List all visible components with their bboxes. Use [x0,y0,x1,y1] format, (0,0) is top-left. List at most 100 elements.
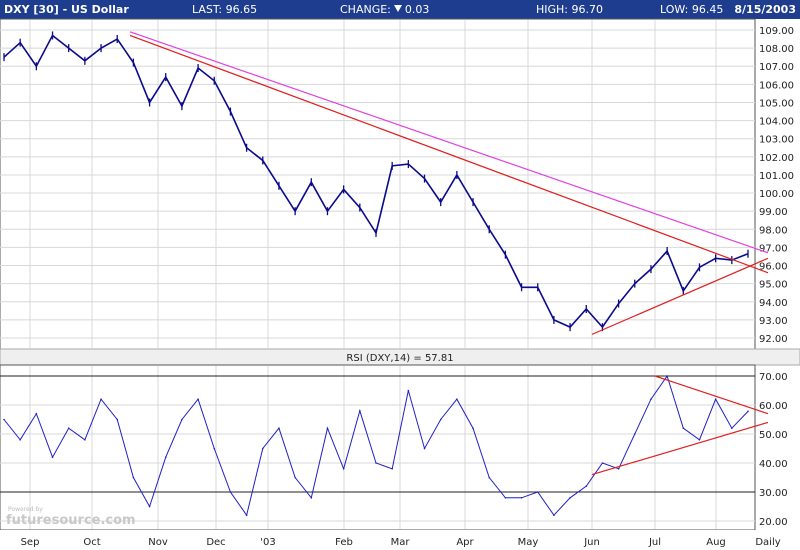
x-axis-bar [0,530,800,550]
rsi-point [536,491,539,493]
rsi-point [342,468,345,470]
rsi-tick-label: 50.00 [759,430,788,441]
rsi-tick-label: 30.00 [759,488,788,499]
rsi-point [294,476,296,479]
change-value: 0.03 [404,3,430,16]
rsi-point [3,418,5,421]
rsi-point [601,462,604,464]
rsi-point [391,468,393,470]
rsi-point [585,485,588,488]
price-panel-frame [0,18,756,350]
rsi-point [520,497,523,499]
rsi-point [504,497,507,499]
rsi-point [148,505,151,508]
price-tick-label: 107.00 [759,62,794,73]
price-tick-label: 97.00 [759,243,788,254]
rsi-point [747,410,749,413]
price-tick-label: 96.00 [759,262,788,273]
rsi-series-line [3,374,749,517]
chart-header: DXY [30] - US Dollar LAST: 96.65 CHANGE:… [0,0,800,19]
rsi-point [84,439,86,441]
rsi-point [245,514,248,516]
low-price: LOW: 96.45 [660,3,724,16]
rsi-tick-label: 60.00 [759,401,788,412]
rsi-point [213,447,216,450]
price-tick-label: 104.00 [759,117,794,128]
price-trendline [129,31,769,254]
chart-date: 8/15/2003 [734,3,796,16]
rsi-point [19,439,21,441]
rsi-point [488,476,491,479]
rsi-point [67,427,70,430]
rsi-tick-label: 20.00 [759,517,788,528]
rsi-point [553,514,555,516]
x-tick-label: Dec [206,537,225,548]
price-tick-label: 102.00 [759,153,794,164]
chart-title: DXY [30] - US Dollar [4,3,129,16]
last-price: LAST: 96.65 [192,3,258,16]
price-tick-label: 101.00 [759,171,794,182]
rsi-point [359,410,361,412]
price-tick-label: 92.00 [759,334,788,345]
rsi-point [569,497,571,499]
rsi-point [132,476,135,479]
rsi-panel-frame [0,364,756,531]
rsi-point [714,398,717,401]
rsi-point [100,398,102,401]
change-group: CHANGE: 0.03 [340,3,429,16]
price-tick-label: 108.00 [759,44,794,55]
rsi-point [617,468,620,470]
rsi-point [633,433,636,435]
rsi-point [407,389,410,392]
x-tick-label: Mar [391,537,411,548]
rsi-point [650,398,652,401]
rsi-point [278,427,280,430]
rsi-point [375,462,377,464]
price-tick-label: 103.00 [759,135,794,146]
x-tick-label: Apr [456,537,474,548]
price-trendline [591,257,769,335]
watermark: futuresource.com [6,513,136,528]
rsi-label: RSI (DXY,14) = 57.81 [346,353,453,364]
price-tick-label: 109.00 [759,26,794,37]
high-price: HIGH: 96.70 [536,3,604,16]
rsi-tick-label: 40.00 [759,459,788,470]
change-label: CHANGE: [340,3,391,16]
rsi-point [51,456,54,459]
x-tick-label: Nov [148,537,168,548]
rsi-point [666,375,668,377]
rsi-tick-label: 70.00 [759,372,788,383]
x-tick-label: Aug [706,537,726,548]
rsi-point [698,439,701,441]
x-tick-label: '03 [260,537,275,548]
rsi-trendline [591,421,769,476]
price-tick-label: 100.00 [759,189,794,200]
x-tick-label: Jun [583,537,600,548]
down-arrow-icon [393,5,402,12]
price-trendline [129,34,769,274]
rsi-point [472,427,474,430]
x-tick-label: Oct [83,537,100,548]
rsi-point [326,427,329,430]
x-tick-label: Daily [755,537,780,548]
x-tick-label: May [518,537,539,548]
rsi-point [423,447,426,450]
x-tick-label: Sep [21,537,40,548]
x-tick-label: Jul [648,537,661,548]
rsi-point [164,456,167,459]
rsi-point [456,398,458,401]
rsi-point [439,418,442,421]
rsi-point [682,427,685,430]
rsi-point [731,427,733,430]
watermark-small: Powered by [8,506,43,513]
price-tick-label: 94.00 [759,298,788,309]
rsi-trendline [654,375,769,415]
price-tick-label: 95.00 [759,280,788,291]
price-tick-label: 98.00 [759,225,788,236]
rsi-point [310,497,313,499]
price-tick-label: 106.00 [759,80,794,91]
price-tick-label: 105.00 [759,98,794,109]
x-tick-label: Feb [335,537,353,548]
